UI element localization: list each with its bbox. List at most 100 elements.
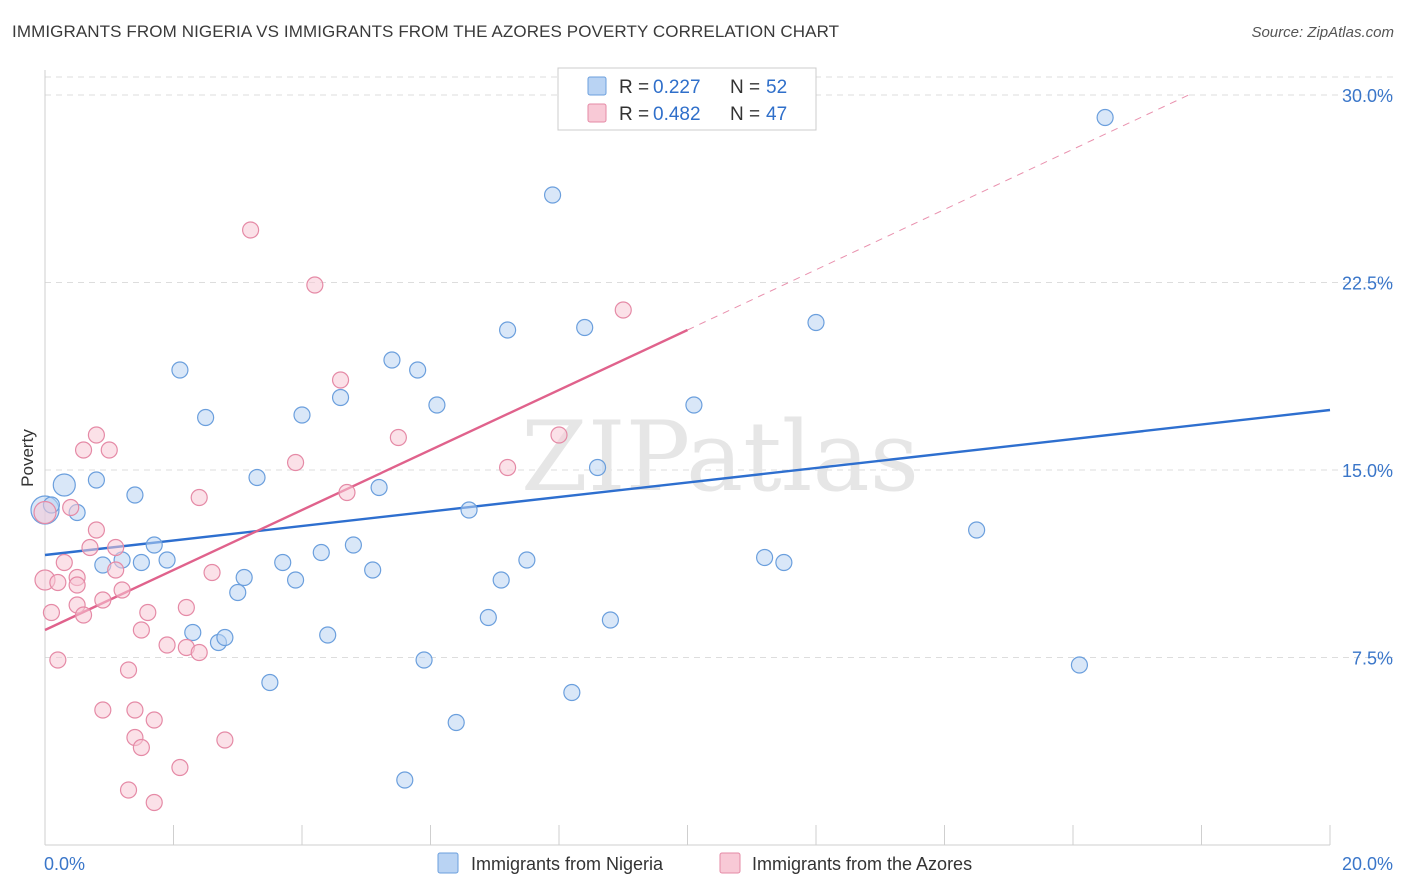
point-nigeria-3	[87, 471, 106, 489]
point-azores-44	[499, 458, 517, 477]
y-tick-labels: 7.5% 15.0% 22.5% 30.0%	[1342, 86, 1393, 669]
point-nigeria-32	[428, 396, 446, 414]
point-nigeria-9	[158, 551, 176, 569]
point-nigeria-1	[52, 473, 76, 497]
source-label: Source: ZipAtlas.com	[1251, 24, 1394, 41]
series-legend-swatch-nigeria	[437, 852, 459, 874]
legend-r-value-nigeria: 0.227	[653, 77, 701, 98]
point-nigeria-15	[229, 583, 247, 602]
data-points	[30, 108, 1114, 812]
series-legend: Immigrants from Nigeria Immigrants from …	[437, 852, 972, 874]
point-azores-26	[132, 621, 150, 639]
point-nigeria-24	[331, 388, 350, 407]
x-tick-labels: 0.0% 20.0%	[44, 854, 1393, 874]
point-azores-13	[87, 426, 106, 444]
point-azores-32	[177, 598, 195, 617]
y-tick-label-0: 7.5%	[1352, 649, 1393, 669]
legend-n-label-nigeria: N =	[730, 77, 760, 98]
trendlines	[44, 94, 1331, 632]
point-nigeria-26	[364, 561, 382, 579]
point-azores-46	[614, 301, 632, 319]
point-azores-17	[100, 441, 118, 459]
point-nigeria-35	[479, 608, 497, 627]
correlation-legend: R = 0.227 N = 52 R = 0.482 N = 47	[557, 67, 817, 131]
point-nigeria-50	[1096, 108, 1114, 127]
point-azores-9	[68, 576, 86, 594]
point-nigeria-7	[132, 553, 150, 572]
point-nigeria-40	[563, 683, 581, 702]
point-azores-21	[119, 781, 138, 799]
point-azores-0	[33, 500, 57, 525]
point-nigeria-23	[319, 626, 337, 644]
legend-r-label-nigeria: R =	[619, 77, 649, 98]
point-azores-15	[94, 591, 112, 609]
legend-r-label-azores: R =	[619, 104, 649, 125]
point-nigeria-47	[807, 313, 825, 332]
point-nigeria-8	[145, 536, 163, 554]
point-azores-29	[145, 711, 163, 729]
point-azores-2	[42, 603, 61, 622]
point-azores-39	[286, 453, 305, 472]
point-nigeria-22	[312, 543, 330, 562]
point-azores-34	[190, 488, 208, 507]
point-azores-22	[119, 661, 138, 679]
point-nigeria-19	[274, 553, 292, 572]
point-azores-6	[62, 498, 80, 517]
point-azores-19	[107, 561, 125, 579]
point-azores-5	[55, 553, 73, 572]
point-azores-37	[216, 731, 234, 749]
point-azores-20	[113, 581, 131, 599]
watermark-text: ZIPatlas	[521, 401, 919, 513]
y-tick-label-2: 22.5%	[1342, 274, 1393, 294]
point-nigeria-11	[184, 623, 202, 642]
axes	[44, 70, 1331, 846]
point-nigeria-28	[383, 351, 401, 369]
point-nigeria-30	[409, 361, 427, 379]
point-azores-43	[389, 428, 407, 447]
series-legend-label-nigeria: Immigrants from Nigeria	[471, 854, 664, 874]
point-nigeria-25	[344, 536, 362, 554]
point-nigeria-38	[518, 551, 536, 569]
point-nigeria-37	[499, 321, 517, 339]
point-azores-45	[550, 426, 568, 444]
point-azores-42	[338, 483, 356, 502]
point-nigeria-43	[601, 611, 620, 629]
point-nigeria-10	[171, 361, 189, 379]
point-azores-18	[107, 538, 125, 557]
point-azores-41	[331, 371, 350, 389]
point-azores-3	[49, 573, 67, 592]
point-nigeria-42	[588, 458, 607, 477]
x-tick-label-0: 0.0%	[44, 854, 85, 874]
point-azores-10	[74, 441, 93, 459]
point-nigeria-14	[216, 628, 234, 647]
point-nigeria-48	[968, 521, 986, 539]
point-nigeria-45	[755, 548, 774, 567]
point-azores-27	[139, 603, 157, 622]
legend-n-value-nigeria: 52	[766, 77, 787, 98]
point-azores-36	[203, 563, 221, 582]
point-nigeria-6	[126, 486, 144, 504]
point-azores-23	[126, 701, 144, 719]
point-azores-35	[190, 643, 208, 662]
y-axis-title: Poverty	[18, 429, 37, 487]
legend-swatch-nigeria	[587, 76, 607, 96]
trendline-azores-1	[44, 328, 689, 632]
point-azores-4	[49, 651, 67, 669]
y-tick-label-1: 15.0%	[1342, 461, 1393, 481]
point-nigeria-17	[248, 468, 266, 487]
y-tick-label-3: 30.0%	[1342, 86, 1393, 106]
point-nigeria-44	[685, 396, 703, 414]
point-azores-28	[145, 793, 163, 812]
legend-r-value-azores: 0.482	[653, 104, 701, 125]
trendline-azores-2	[687, 94, 1189, 331]
point-nigeria-39	[543, 186, 562, 204]
watermark: ZIPatlas	[521, 401, 919, 513]
legend-n-label-azores: N =	[730, 104, 760, 125]
point-nigeria-33	[447, 713, 465, 732]
point-azores-31	[171, 758, 189, 777]
point-azores-25	[132, 738, 150, 757]
point-nigeria-49	[1070, 656, 1089, 674]
point-nigeria-46	[775, 553, 793, 572]
point-nigeria-31	[415, 651, 433, 669]
point-nigeria-12	[197, 408, 215, 427]
